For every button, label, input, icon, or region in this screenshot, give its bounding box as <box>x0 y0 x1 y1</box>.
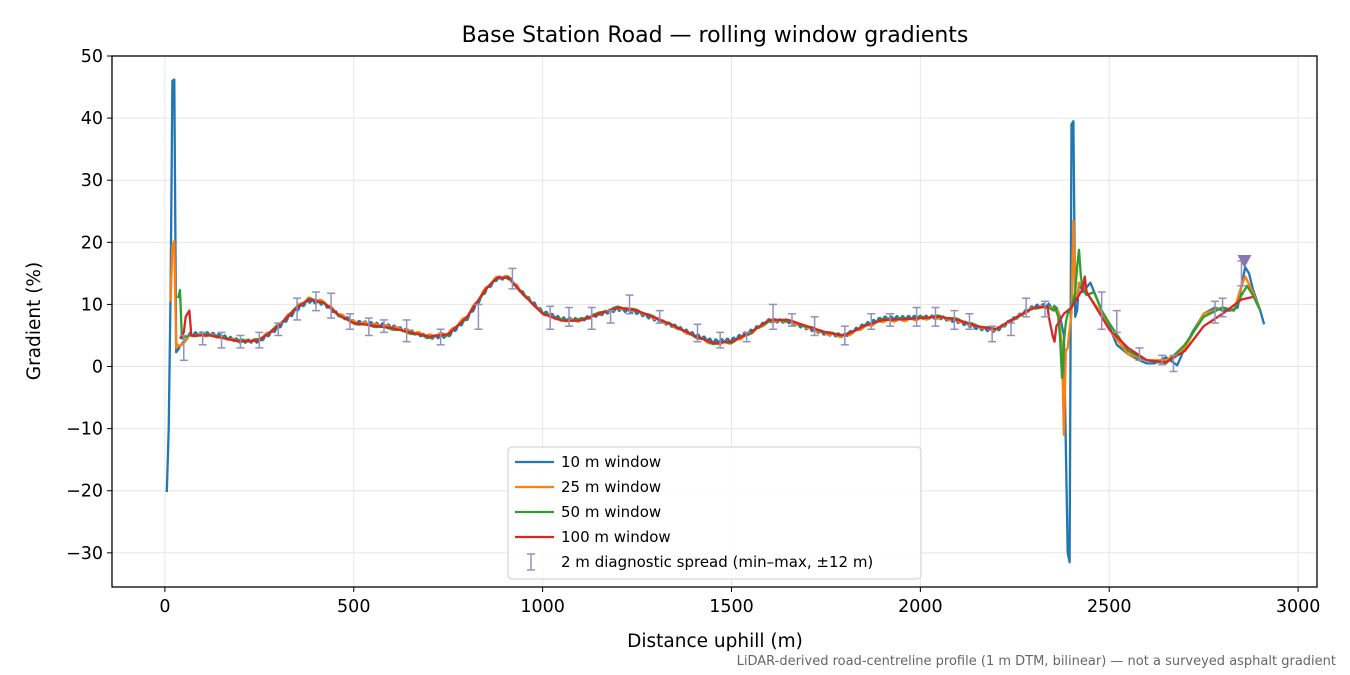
x-axis-label: Distance uphill (m) <box>627 631 803 652</box>
legend-label: 100 m window <box>561 528 671 546</box>
legend: 10 m window 25 m window 50 m window 100 m w… <box>507 446 922 580</box>
chart-title: Base Station Road — rolling window gradi… <box>462 23 969 48</box>
x-tick-label: 1500 <box>709 597 754 617</box>
plot-frame <box>111 55 1318 588</box>
x-tick-label: 2000 <box>898 597 943 617</box>
series-line <box>179 275 1254 364</box>
axis-ticks: 0 500 1000 1500 2000 2500 3000 −30 −20 −10 0 10 20 30… <box>66 47 1320 617</box>
y-tick-label: 10 <box>81 295 103 315</box>
x-tick-label: 1000 <box>520 597 565 617</box>
legend-label: 10 m window <box>561 453 661 471</box>
peak-marker <box>1237 254 1252 268</box>
y-tick-label: 0 <box>92 358 103 378</box>
plot-series <box>165 78 1266 564</box>
y-tick-label: 20 <box>81 233 103 253</box>
x-tick-label: 500 <box>337 597 370 617</box>
y-tick-label: −10 <box>66 420 103 440</box>
footnote: LiDAR-derived road-centreline profile (1… <box>737 654 1336 669</box>
legend-label: 25 m window <box>561 478 661 496</box>
y-tick-label: 50 <box>81 47 103 67</box>
grid <box>112 55 1317 587</box>
y-tick-label: −20 <box>66 482 103 502</box>
x-tick-label: 2500 <box>1087 597 1132 617</box>
y-tick-label: 30 <box>81 171 103 191</box>
x-tick-label: 0 <box>159 597 170 617</box>
y-axis-label: Gradient (%) <box>24 262 45 380</box>
legend-box <box>507 446 922 580</box>
y-tick-label: 40 <box>81 109 103 129</box>
legend-label: 50 m window <box>561 503 661 521</box>
y-tick-label: −30 <box>66 544 103 564</box>
legend-label: 2 m diagnostic spread (min–max, ±12 m) <box>561 553 873 571</box>
x-tick-label: 3000 <box>1276 597 1321 617</box>
